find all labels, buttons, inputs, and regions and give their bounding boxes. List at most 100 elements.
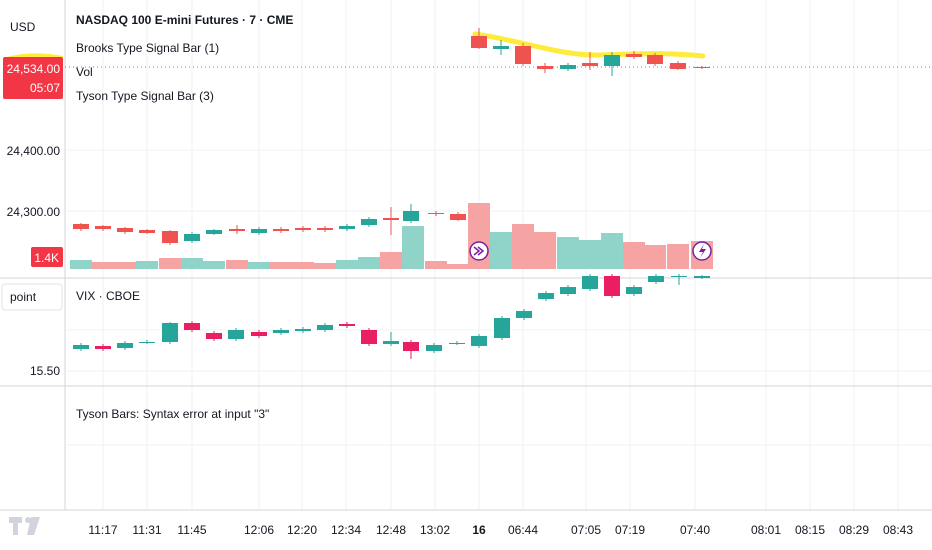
candle-body: [339, 226, 355, 229]
time-label: 16: [472, 523, 486, 537]
symbol-legend[interactable]: NASDAQ 100 E-mini Futures · 7 · CME: [76, 13, 293, 27]
time-axis[interactable]: 11:17 11:31 11:45 12:06 12:20 12:34 12:48 13:02…: [88, 523, 913, 537]
vix-candle-body: [73, 345, 89, 349]
vix-candle-body: [206, 333, 222, 339]
moving-average-line: [472, 31, 706, 59]
candle-body: [383, 218, 399, 220]
volume-bar: [70, 260, 92, 269]
vix-candle-body: [361, 330, 377, 344]
vix-candle-body: [426, 345, 442, 351]
indicator-legend-tyson[interactable]: Tyson Type Signal Bar (3): [76, 89, 214, 103]
countdown-timer: 05:07: [30, 81, 60, 95]
vix-candle-body: [273, 330, 289, 333]
price-tick-24300: 24,300.00: [7, 205, 61, 219]
vix-unit-label[interactable]: point: [10, 290, 37, 304]
volume-bar: [270, 262, 292, 269]
candle-body: [184, 234, 200, 241]
volume-bar: [136, 261, 158, 269]
indicator-legend-brooks[interactable]: Brooks Type Signal Bar (1): [76, 41, 219, 55]
candle-body: [582, 63, 598, 66]
candle-body: [471, 36, 487, 48]
vix-candle-body: [228, 330, 244, 339]
vix-candle-body: [560, 287, 576, 294]
volume-bar: [248, 262, 270, 269]
volume-bar: [358, 257, 380, 269]
vix-candle-body: [339, 324, 355, 326]
candle-body: [251, 229, 267, 233]
vix-candle-body: [648, 276, 664, 282]
volume-bar: [644, 245, 666, 269]
vix-candle-body: [162, 323, 178, 342]
candle-body: [647, 55, 663, 64]
time-label: 13:02: [420, 523, 450, 537]
error-message: Tyson Bars: Syntax error at input "3": [76, 407, 269, 421]
volume-bar: [92, 262, 114, 269]
candle-body: [537, 66, 553, 69]
currency-label[interactable]: USD: [10, 20, 36, 34]
volume-bar: [601, 233, 623, 269]
candle-body: [73, 224, 89, 229]
vix-tick-15-50: 15.50: [30, 364, 60, 378]
candle-body: [162, 231, 178, 243]
vix-candle-body: [604, 276, 620, 296]
candle-body: [273, 229, 289, 231]
time-label: 06:44: [508, 523, 538, 537]
volume-bar: [490, 232, 512, 269]
last-price-badge: [3, 57, 63, 99]
volume-bar: [402, 226, 424, 269]
vix-candle-body: [184, 323, 200, 330]
vix-candle-body: [383, 341, 399, 344]
vix-candle-body: [295, 329, 311, 331]
last-price-value: 24,534.00: [7, 62, 61, 76]
time-label: 08:29: [839, 523, 869, 537]
vix-candle-body: [671, 276, 687, 277]
candle-body: [694, 67, 710, 68]
price-tick-24400: 24,400.00: [7, 144, 61, 158]
volume-badge-value: 1.4K: [34, 251, 59, 265]
volume-bar: [534, 232, 556, 269]
vix-unit-box[interactable]: [1, 283, 63, 311]
volume-bar: [203, 261, 225, 269]
candle-body: [229, 229, 245, 231]
candle-body: [295, 228, 311, 230]
volume-bar: [447, 264, 469, 269]
volume-bar: [114, 262, 136, 269]
volume-bar: [336, 260, 358, 269]
volume-bar: [557, 237, 579, 269]
candle-body: [206, 230, 222, 234]
candle-body: [450, 214, 466, 220]
candle-body: [493, 46, 509, 49]
time-label: 11:45: [177, 523, 206, 537]
time-label: 08:01: [751, 523, 781, 537]
arrow-signal-icon[interactable]: [469, 241, 489, 261]
indicator-legend-vol[interactable]: Vol: [76, 65, 93, 79]
vix-candle-body: [117, 343, 133, 348]
vix-candle-body: [139, 342, 155, 343]
candle-body: [515, 46, 531, 64]
vix-candle-body: [403, 342, 419, 351]
time-label: 07:40: [680, 523, 710, 537]
volume-bar: [314, 263, 336, 269]
vix-candle-body: [95, 346, 111, 349]
time-label: 12:34: [331, 523, 361, 537]
lightning-signal-icon[interactable]: [692, 241, 712, 261]
vix-candle-body: [251, 332, 267, 336]
volume-bar: [667, 244, 689, 269]
price-candles: [73, 28, 710, 245]
candle-body: [626, 54, 642, 57]
candle-body: [117, 228, 133, 232]
time-label: 11:17: [88, 523, 117, 537]
vix-candle-body: [626, 287, 642, 294]
candle-body: [403, 211, 419, 221]
volume-bar: [623, 242, 645, 269]
candle-body: [604, 55, 620, 66]
vix-candle-body: [494, 318, 510, 338]
candle-body: [560, 65, 576, 69]
volume-bar: [512, 224, 534, 269]
tv-logo-icon[interactable]: [9, 517, 40, 535]
vix-legend[interactable]: VIX · CBOE: [76, 289, 140, 303]
time-label: 12:20: [287, 523, 317, 537]
vix-candle-body: [538, 293, 554, 299]
vix-candles: [73, 274, 710, 359]
